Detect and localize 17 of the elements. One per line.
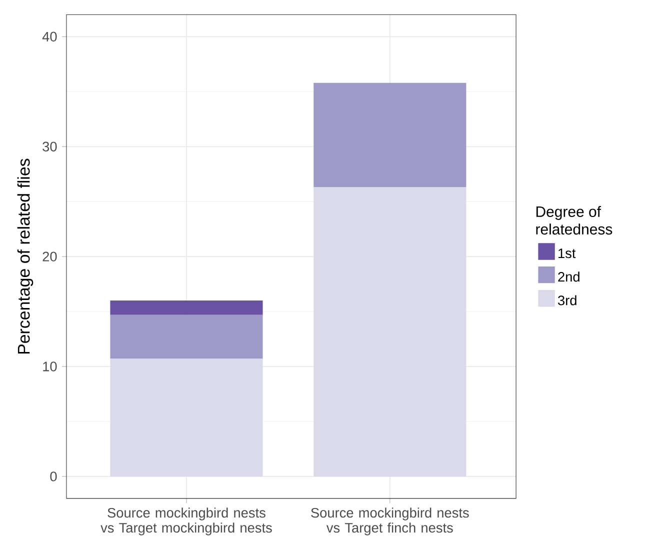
legend-label: 2nd [558, 272, 580, 282]
legend-label: 3rd [558, 295, 576, 306]
bar [110, 358, 263, 476]
legend-title: Degree of relatedness [536, 206, 612, 235]
y-tick-label: 30 [42, 142, 57, 152]
y-tick-label: 40 [42, 32, 57, 42]
x-tick-label: Source mockingbird nests vs Target mockingbird nests [100, 508, 272, 536]
y-tick-label: 10 [43, 362, 57, 372]
y-tick-label: 20 [42, 252, 57, 262]
bar [314, 187, 466, 476]
bar [110, 314, 263, 359]
y-axis-title: Percentage of related flies [17, 158, 34, 354]
bar [314, 82, 466, 188]
y-tick-label: 0 [50, 472, 57, 482]
bar [110, 300, 263, 315]
x-tick-label: Source mockingbird nests vs Target finch nests [311, 508, 469, 536]
legend-label: 1st [558, 248, 576, 258]
